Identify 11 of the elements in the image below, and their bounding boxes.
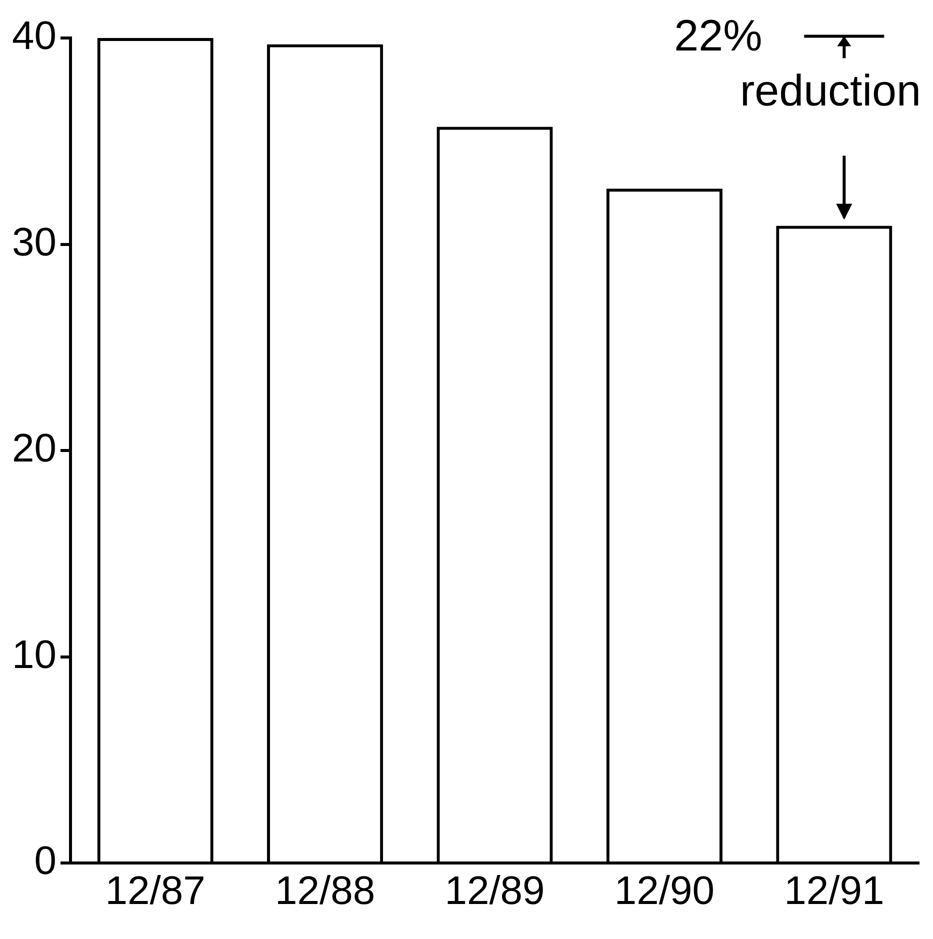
x-tick-label: 12/90 — [614, 869, 714, 914]
y-tick-label: 40 — [12, 14, 56, 58]
y-tick-label: 30 — [12, 220, 56, 264]
x-tick-label: 12/91 — [784, 869, 884, 914]
annotation: 22% reduction — [674, 12, 921, 116]
x-tick-label: 12/88 — [274, 869, 376, 914]
x-tick-label: 12/89 — [444, 869, 545, 914]
y-tick-label: 10 — [12, 632, 56, 677]
x-tick-label: 12/87 — [105, 869, 206, 914]
y-tick-label: 20 — [12, 426, 56, 471]
y-tick-label: 0 — [34, 839, 56, 884]
